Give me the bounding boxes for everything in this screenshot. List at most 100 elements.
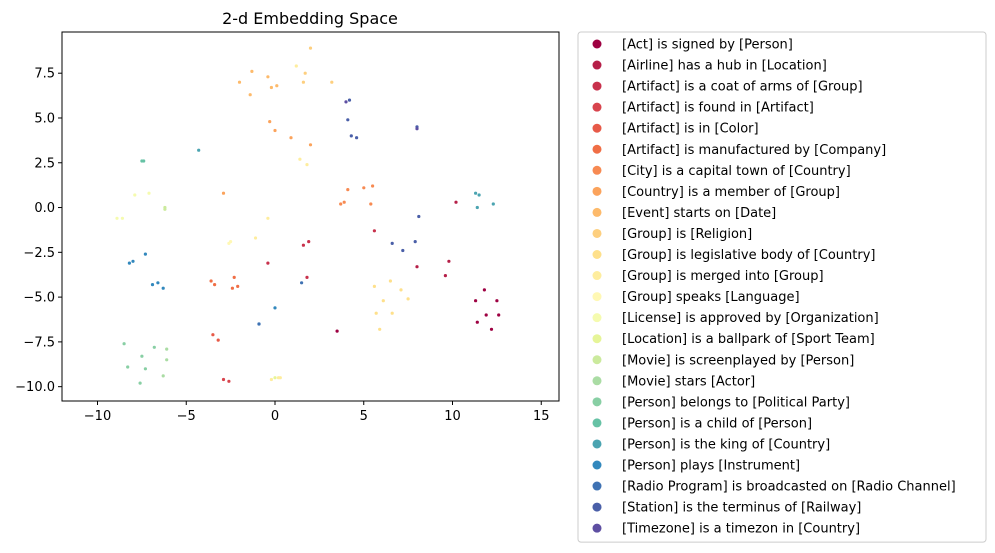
legend-marker <box>592 439 602 449</box>
data-point <box>401 248 405 253</box>
legend-marker <box>592 165 602 175</box>
legend-marker <box>592 523 602 533</box>
legend-marker <box>592 144 602 154</box>
legend-label: [Radio Program] is broadcasted on [Radio… <box>622 480 956 495</box>
y-tick-label: 0.0 <box>34 201 55 216</box>
data-point <box>371 184 375 188</box>
legend-marker <box>592 418 602 428</box>
data-point <box>163 205 167 210</box>
data-point <box>475 205 479 210</box>
data-point <box>140 354 144 358</box>
data-point <box>209 279 213 283</box>
legend-marker <box>592 207 602 217</box>
y-tick-label: −2.5 <box>23 246 55 261</box>
data-point <box>253 236 258 240</box>
legend-marker <box>592 60 602 70</box>
data-point <box>390 311 394 315</box>
legend-label: [Person] is the king of [Country] <box>622 437 830 452</box>
data-point <box>165 358 169 362</box>
data-point <box>484 313 488 317</box>
data-point <box>165 347 169 351</box>
legend-marker <box>592 271 602 281</box>
data-point <box>307 240 311 244</box>
data-point <box>273 376 277 380</box>
legend-label: [Artifact] is manufactured by [Company] <box>622 143 886 158</box>
legend-label: [Group] speaks [Language] <box>622 290 800 305</box>
data-point <box>197 148 201 152</box>
data-point <box>232 275 236 279</box>
legend-box <box>577 31 987 543</box>
legend-marker <box>592 292 602 302</box>
data-point <box>147 191 151 195</box>
data-point <box>273 128 277 133</box>
data-point <box>474 299 478 303</box>
data-point <box>495 299 499 303</box>
legend-marker <box>592 376 602 386</box>
data-point <box>474 191 478 195</box>
data-point <box>211 333 215 337</box>
data-point <box>269 85 273 90</box>
legend-marker <box>592 123 602 133</box>
legend-label: [Artifact] is a coat of arms of [Group] <box>622 80 863 95</box>
data-point <box>477 193 481 197</box>
data-point <box>266 261 270 265</box>
data-point <box>339 202 343 206</box>
x-tick-label: −5 <box>177 409 196 424</box>
data-point <box>221 191 226 195</box>
data-point <box>305 163 309 167</box>
legend-label: [Group] is merged into [Group] <box>622 269 824 284</box>
data-point <box>143 367 147 371</box>
data-point <box>454 200 458 204</box>
legend-marker <box>592 39 602 49</box>
x-tick-label: 10 <box>444 409 461 424</box>
legend-marker <box>592 186 602 196</box>
data-point <box>275 84 279 88</box>
legend-marker <box>592 334 602 344</box>
legend-label: [Location] is a ballpark of [Sport Team] <box>622 332 875 347</box>
legend-marker <box>592 355 602 365</box>
data-point <box>372 229 376 233</box>
data-point <box>447 259 451 263</box>
data-point <box>330 80 334 84</box>
data-point <box>497 313 501 317</box>
legend-label: [Event] starts on [Date] <box>622 206 776 221</box>
data-point <box>142 159 146 163</box>
legend-label: [Person] is a child of [Person] <box>622 416 812 431</box>
data-point <box>417 214 421 219</box>
legend-label: [Artifact] is in [Color] <box>622 122 759 137</box>
legend-marker <box>592 397 602 407</box>
data-point <box>301 80 305 84</box>
data-point <box>346 118 350 122</box>
data-point <box>349 134 353 138</box>
data-point <box>342 200 346 204</box>
data-point <box>399 288 403 292</box>
legend-label: [Person] belongs to [Political Party] <box>622 395 850 410</box>
data-point <box>266 216 270 220</box>
data-point <box>362 186 366 190</box>
data-point <box>308 143 313 147</box>
data-point <box>344 100 348 104</box>
data-point <box>227 379 231 383</box>
data-point <box>115 216 119 220</box>
legend-label: [Artifact] is found in [Artifact] <box>622 101 814 116</box>
data-point <box>289 136 293 140</box>
data-point <box>300 281 304 285</box>
x-tick-label: 15 <box>533 409 550 424</box>
data-point <box>372 284 376 288</box>
y-tick-label: 2.5 <box>34 156 55 171</box>
data-point <box>138 381 142 385</box>
y-tick-label: −10.0 <box>15 380 55 395</box>
data-point <box>133 193 137 197</box>
data-point <box>229 240 233 244</box>
y-tick-label: −7.5 <box>23 335 55 350</box>
data-point <box>491 202 495 206</box>
data-point <box>161 286 165 290</box>
legend-marker <box>592 250 602 259</box>
data-point <box>308 46 313 50</box>
data-point <box>489 327 494 331</box>
legend-label: [Movie] is screenplayed by [Person] <box>622 353 854 368</box>
legend-marker <box>592 481 602 491</box>
data-point <box>381 299 385 303</box>
